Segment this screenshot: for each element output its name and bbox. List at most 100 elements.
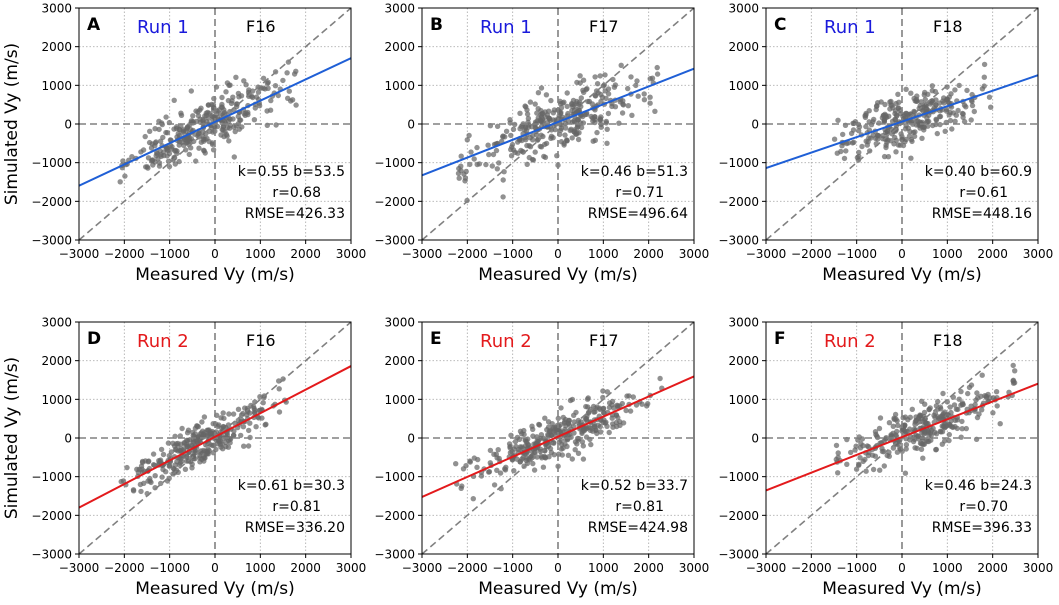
scatter-point [199,419,205,425]
scatter-point [841,155,848,162]
scatter-point [573,101,580,107]
x-tick-label: −3000 [746,561,787,575]
scatter-point [475,456,481,463]
scatter-point [592,74,598,80]
scatter-point [604,140,610,146]
scatter-point [907,128,913,135]
x-tick-label: 1000 [932,561,963,575]
scatter-point [286,88,292,94]
scatter-point [903,86,909,93]
scatter-point [534,110,540,116]
x-tick-label: −1000 [149,561,190,575]
scatter-point [172,161,178,167]
scatter-point [894,428,900,435]
panel-letter: B [430,15,443,35]
scatter-point [158,446,165,453]
scatter-point [896,99,902,106]
scatter-point [928,437,934,443]
scatter-point [152,485,158,491]
fit-params: k=0.40 b=60.9 [925,164,1032,180]
scatter-point [583,416,590,422]
scatter-point [893,149,899,155]
scatter-point [560,414,566,421]
scatter-point [220,410,226,416]
scatter-point [523,104,529,110]
run-label: Run 1 [480,17,532,38]
scatter-point [968,382,975,388]
x-tick-label: 1000 [588,561,619,575]
scatter-point [280,77,286,84]
scatter-point [952,423,958,430]
scatter-point [138,149,144,155]
scatter-point [548,97,554,104]
scatter-point [453,461,459,467]
scatter-point [241,78,247,84]
scatter-point [565,452,572,458]
scatter-point [181,136,188,143]
scatter-point [225,444,232,450]
scatter-point [840,131,846,138]
scatter-point [562,441,568,447]
scatter-point [921,409,928,416]
x-tick-label: 2000 [290,247,321,261]
regression-line [422,67,694,177]
x-tick-label: 3000 [679,561,710,575]
scatter-point [602,72,608,78]
scatter-point [583,434,590,440]
scatter-point [190,432,196,439]
scatter-point [506,441,513,447]
scatter-point [180,127,187,133]
x-tick-label: −2000 [791,247,832,261]
axis-ticks: −3000 −2000 −1000 0 1000 2000 3000 −3000 −2000 −1… [374,2,709,262]
scatter-point [524,142,530,149]
scatter-point [647,100,653,106]
scatter-point [181,446,187,452]
reference-lines [422,8,694,240]
scatter-point [968,117,974,123]
scatter-point [518,147,524,154]
scatter-point [250,404,257,410]
scatter-point [546,429,553,435]
scatter-point [542,141,548,148]
scatter-point [154,150,160,156]
scatter-point [235,406,242,412]
x-tick-label: 3000 [1023,561,1054,575]
scatter-point [535,115,541,121]
scatter-point [578,95,584,101]
scatter-point [548,135,554,141]
x-axis-label: Measured Vy (m/s) [135,265,295,285]
scatter-point [884,452,890,459]
scatter-point [942,438,948,444]
scatter-point [500,134,506,140]
scatter-point [205,102,212,108]
scatter-point [164,130,171,136]
scatter-point [136,466,142,473]
scatter-point [634,78,640,84]
scatter-point [156,160,163,166]
scatter-point [564,103,570,110]
scatter-point [145,459,151,465]
y-tick-label: −3000 [31,234,72,248]
scatter-point [227,122,234,129]
scatter-point [199,428,206,434]
scatter-point [168,449,175,455]
y-tick-label: −3000 [374,548,415,562]
scatter-point [130,488,137,494]
scatter-point [540,118,546,125]
scatter-point [956,396,962,402]
scatter-point [903,446,909,452]
y-tick-label: 0 [64,118,72,132]
scatter-point [566,422,573,428]
scatter-point [284,70,290,76]
scatter-point [574,130,580,136]
scatter-point [519,456,525,462]
scatter-point [876,120,882,126]
x-axis-label: Measured Vy (m/s) [822,579,982,599]
scatter-point [574,441,580,447]
scatter-point [163,114,169,120]
scatter-point [946,437,952,444]
y-tick-label: 1000 [41,393,72,407]
scatter-point [862,114,869,121]
scatter-point [267,107,274,113]
